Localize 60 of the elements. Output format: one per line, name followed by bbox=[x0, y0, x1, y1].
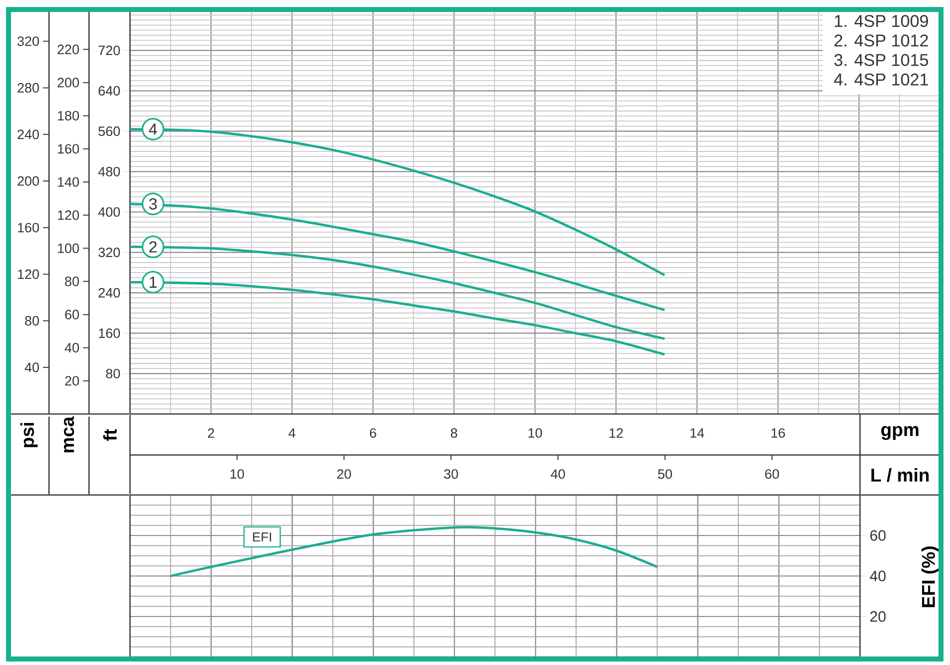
y3-tick-label: 120 bbox=[18, 269, 39, 279]
y3-tick-label: 240 bbox=[18, 130, 39, 140]
x2-tick-label: 60 bbox=[765, 469, 779, 479]
x-tick-label: 12 bbox=[610, 428, 623, 438]
y2-tick-label: 120 bbox=[58, 210, 79, 220]
y2-tick-label: 20 bbox=[65, 376, 79, 386]
annotation: 4. 4SP 1021 bbox=[834, 73, 928, 86]
annotation: 3. 4SP 1015 bbox=[834, 54, 928, 66]
x-tick-label: 14 bbox=[690, 428, 704, 438]
x2-tick-label: 30 bbox=[444, 469, 458, 479]
y-tick-label: 40 bbox=[870, 570, 886, 582]
y-tick-label: 720 bbox=[98, 46, 120, 56]
x-tick-label: 4 bbox=[288, 428, 296, 438]
y3-axis-title: psi bbox=[20, 422, 38, 448]
y-tick-label: 400 bbox=[98, 207, 120, 217]
y-tick-label: 240 bbox=[98, 288, 120, 298]
y-tick-label: 560 bbox=[98, 126, 120, 136]
y3-tick-label: 200 bbox=[18, 176, 39, 186]
y-tick-label: 480 bbox=[98, 166, 120, 176]
y3-tick-label: 160 bbox=[18, 222, 39, 232]
legend-label: 3 bbox=[149, 198, 157, 210]
y3-tick-label: 280 bbox=[18, 83, 39, 93]
x2-tick-label: 20 bbox=[337, 469, 351, 479]
y-tick-label: 320 bbox=[98, 248, 120, 258]
x-tick-label: 2 bbox=[208, 428, 214, 438]
y-tick-label: 20 bbox=[870, 611, 886, 622]
y2-tick-label: 60 bbox=[65, 310, 79, 320]
legend-label: 2 bbox=[149, 241, 157, 252]
y-axis-title: ft bbox=[103, 429, 117, 441]
y2-tick-label: 80 bbox=[65, 276, 79, 286]
y2-tick-label: 40 bbox=[64, 342, 79, 352]
y3-tick-label: 80 bbox=[25, 316, 39, 326]
y-tick-label: 80 bbox=[106, 368, 120, 378]
y2-axis-title: mca bbox=[64, 416, 74, 452]
y-tick-label: 640 bbox=[98, 86, 120, 96]
annotation: 2. 4SP 1012 bbox=[834, 34, 928, 47]
x-tick-label: 8 bbox=[450, 428, 458, 438]
x-tick-label: 6 bbox=[370, 428, 376, 438]
y2-tick-label: 200 bbox=[58, 78, 79, 88]
x2-tick-label: 10 bbox=[230, 469, 244, 479]
legend-label: 4 bbox=[148, 124, 157, 135]
y-axis-title: EFI (%) bbox=[921, 546, 939, 608]
y2-tick-label: 220 bbox=[58, 44, 79, 54]
x2-tick-label: 50 bbox=[658, 469, 672, 479]
x-axis-title: gpm bbox=[881, 426, 918, 440]
y2-tick-label: 180 bbox=[58, 110, 79, 120]
y2-tick-label: 100 bbox=[58, 244, 79, 254]
y-tick-label: 60 bbox=[870, 530, 886, 541]
x-tick-label: 16 bbox=[772, 428, 785, 438]
series-label: EFI bbox=[253, 532, 272, 542]
y3-tick-label: 40 bbox=[24, 362, 39, 372]
y2-tick-label: 160 bbox=[58, 144, 79, 154]
x2-axis-title: L / min bbox=[871, 468, 929, 482]
y-tick-label: 160 bbox=[98, 328, 120, 338]
annotation: 1. 4SP 1009 bbox=[834, 14, 928, 28]
y2-tick-label: 140 bbox=[58, 177, 79, 187]
x-tick-label: 10 bbox=[528, 428, 542, 438]
y3-tick-label: 320 bbox=[17, 36, 39, 46]
x2-tick-label: 40 bbox=[550, 469, 565, 479]
legend-label: 1 bbox=[150, 276, 157, 288]
